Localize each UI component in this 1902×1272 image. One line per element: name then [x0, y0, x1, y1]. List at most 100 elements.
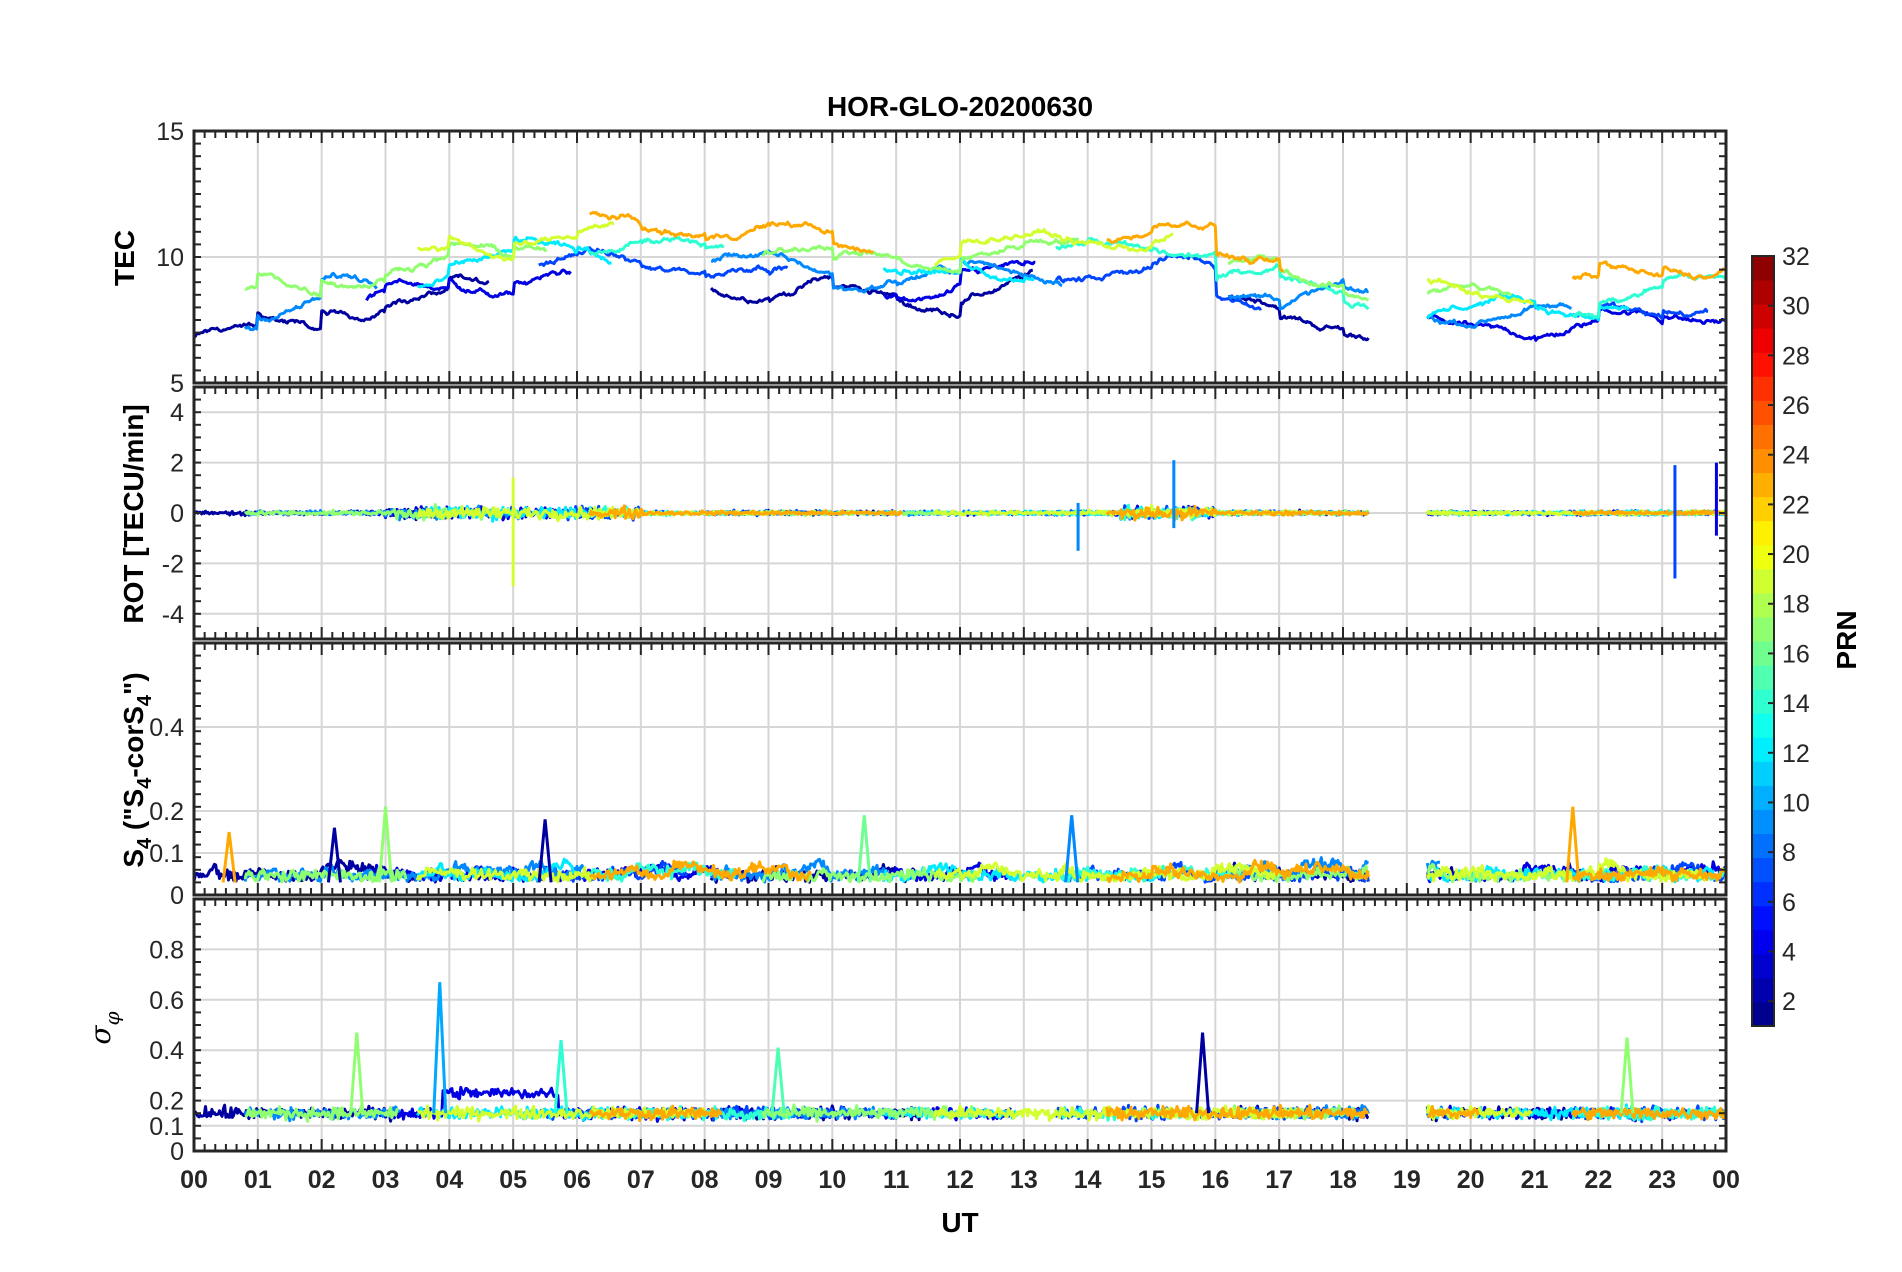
series-line-prn-23 [1571, 260, 1726, 281]
colorbar-segment [1752, 280, 1774, 305]
colorbar-tick-label: 22 [1782, 491, 1810, 519]
series-line-prn-17 [761, 237, 1080, 275]
panel-s4: 0 0.1 0.2 0.4 S4 ("S4-corS4") [118, 641, 1728, 910]
x-tick-label: 13 [1010, 1166, 1038, 1194]
series-line-prn-23 [588, 504, 903, 521]
x-tick-label: 15 [1138, 1166, 1166, 1194]
panel-tec: 5 10 15 TEC [109, 118, 1728, 398]
colorbar-segment [1752, 616, 1774, 642]
colorbar-segment [1752, 737, 1774, 762]
x-tick-label: 07 [627, 1166, 655, 1194]
ylabel-tec: TEC [109, 230, 140, 286]
series-rot [194, 460, 1726, 587]
series-line-prn-4 [882, 259, 1036, 303]
colorbar-tick-label: 12 [1782, 740, 1810, 768]
colorbar-segment [1752, 833, 1774, 859]
series-line-prn-23 [1105, 504, 1370, 522]
colorbar-segment [1752, 929, 1774, 955]
x-tick-label: 05 [499, 1166, 527, 1194]
series-line-prn-19 [1426, 277, 1534, 305]
minor-ticks [193, 642, 1727, 896]
peak-s4 [537, 819, 553, 883]
y-tick-label: 0.4 [149, 714, 184, 742]
series-line-prn-17 [244, 241, 548, 298]
series-line-prn-7 [538, 246, 789, 279]
series-line-prn-4 [365, 268, 572, 302]
x-tick-label: 19 [1393, 1166, 1421, 1194]
series-line-prn-14 [1055, 236, 1370, 310]
colorbar-tick-label: 24 [1782, 442, 1810, 470]
series-line-prn-23 [588, 1104, 723, 1122]
peak-s4 [378, 806, 393, 883]
peak-sigma [770, 1047, 786, 1114]
series-line-prn-23 [1571, 865, 1726, 883]
colorbar-tick-label: 20 [1782, 541, 1810, 569]
series-line-prn-14 [588, 861, 737, 883]
peak-s4 [1064, 815, 1080, 883]
colorbar-tick-label: 26 [1782, 392, 1810, 420]
x-tick-label: 02 [308, 1166, 336, 1194]
y-tick-label: 0.4 [149, 1037, 184, 1065]
frame-rot [192, 385, 1728, 641]
x-tick-label: 09 [755, 1166, 783, 1194]
colorbar-segment [1752, 448, 1774, 474]
y-tick-label: 10 [156, 244, 184, 272]
series-line-prn-2 [709, 268, 1034, 319]
series-line-prn-19 [933, 861, 1280, 883]
colorbar-segment [1752, 544, 1774, 570]
y-tick-label: 0 [170, 1138, 184, 1166]
y-tick-label: 0.1 [149, 840, 184, 868]
colorbar-segment [1752, 568, 1774, 594]
peak-s4 [326, 827, 342, 883]
series-line-prn-14 [589, 235, 725, 257]
y-tick-label: -2 [162, 550, 184, 578]
colorbar-tick-label: 14 [1782, 690, 1810, 718]
series-line-prn-19 [415, 866, 598, 884]
panel-rot: -4 -2 0 2 4 ROT [TECU/min] [118, 385, 1728, 641]
colorbar-segment [1752, 641, 1774, 666]
series-line-prn-7 [537, 860, 689, 883]
peak-s4 [1565, 806, 1581, 883]
x-tick-label: 06 [563, 1166, 591, 1194]
series-line-prn-12 [417, 235, 612, 289]
peak-s4 [221, 831, 237, 883]
colorbar-segment [1752, 400, 1774, 425]
colorbar-segment [1752, 1001, 1774, 1027]
series-line-prn-9 [710, 249, 1063, 294]
x-tick-label: 21 [1521, 1166, 1549, 1194]
colorbar-segment [1752, 689, 1774, 714]
series-line-prn-2 [194, 273, 490, 339]
colorbar-tick-label: 16 [1782, 640, 1810, 668]
series-line-prn-9 [243, 271, 378, 332]
ylabel-s4: S4 ("S4-corS4") [118, 672, 156, 867]
series-s4 [194, 806, 1726, 884]
x-axis-label: UT [941, 1207, 978, 1238]
colorbar-segment [1752, 905, 1774, 931]
y-tick-labels-rot: -4 -2 0 2 4 [162, 399, 184, 629]
series-line-prn-17 [1426, 282, 1512, 297]
series-line-prn-7 [1054, 253, 1263, 311]
peak-sigma [349, 1032, 365, 1114]
y-tick-label: 5 [170, 370, 184, 398]
series-line-prn-17 [244, 1104, 400, 1123]
y-tick-label: 0 [170, 882, 184, 910]
x-tick-label: 03 [372, 1166, 400, 1194]
colorbar-segment [1752, 592, 1774, 618]
peak-sigma [432, 982, 448, 1114]
y-tick-label: 0.6 [149, 987, 184, 1015]
series-line-prn-2 [1227, 294, 1370, 342]
y-tick-label: 0.1 [149, 1113, 184, 1141]
series-line-prn-23 [588, 210, 874, 254]
colorbar-frame [1751, 255, 1775, 1027]
x-tick-label: 17 [1265, 1166, 1293, 1194]
colorbar-segment [1752, 665, 1774, 690]
x-tick-label: 04 [435, 1166, 463, 1194]
colorbar-segment [1752, 977, 1774, 1003]
panel-sigma: 00.10.2 0.4 0.6 0.8 σφ [84, 897, 1728, 1166]
series-line-prn-9 [1227, 278, 1369, 311]
colorbar-segment [1752, 424, 1774, 449]
y-tick-labels-tec: 5 10 15 [156, 118, 184, 398]
x-tick-label: 18 [1329, 1166, 1357, 1194]
minor-ticks [193, 898, 1727, 1152]
